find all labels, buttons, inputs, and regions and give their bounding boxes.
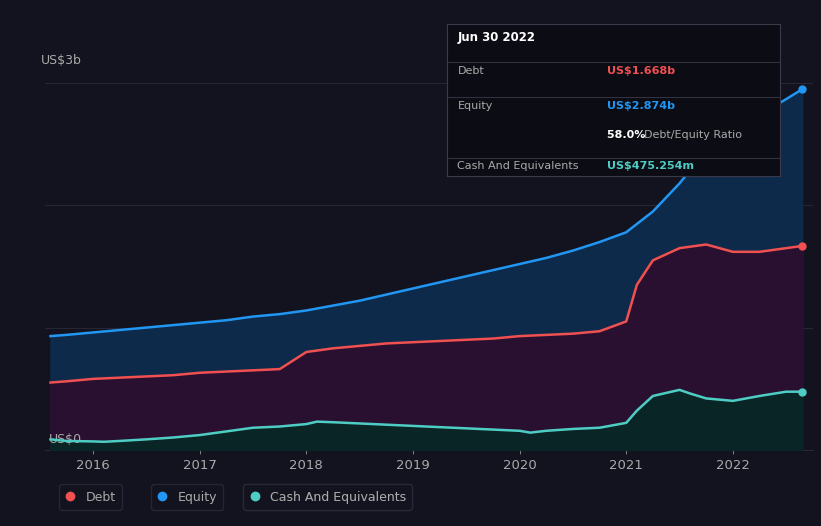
Text: US$1.668b: US$1.668b: [607, 66, 675, 76]
Text: Debt/Equity Ratio: Debt/Equity Ratio: [644, 130, 741, 140]
Text: Equity: Equity: [457, 102, 493, 112]
Text: US$0: US$0: [49, 433, 82, 446]
Text: 58.0%: 58.0%: [607, 130, 649, 140]
Text: Cash And Equivalents: Cash And Equivalents: [457, 161, 579, 171]
Text: US$475.254m: US$475.254m: [607, 161, 694, 171]
Text: Debt: Debt: [457, 66, 484, 76]
Legend: Cash And Equivalents: Cash And Equivalents: [243, 484, 412, 510]
Text: US$2.874b: US$2.874b: [607, 102, 675, 112]
Text: Jun 30 2022: Jun 30 2022: [457, 32, 535, 44]
Text: US$3b: US$3b: [41, 54, 82, 67]
